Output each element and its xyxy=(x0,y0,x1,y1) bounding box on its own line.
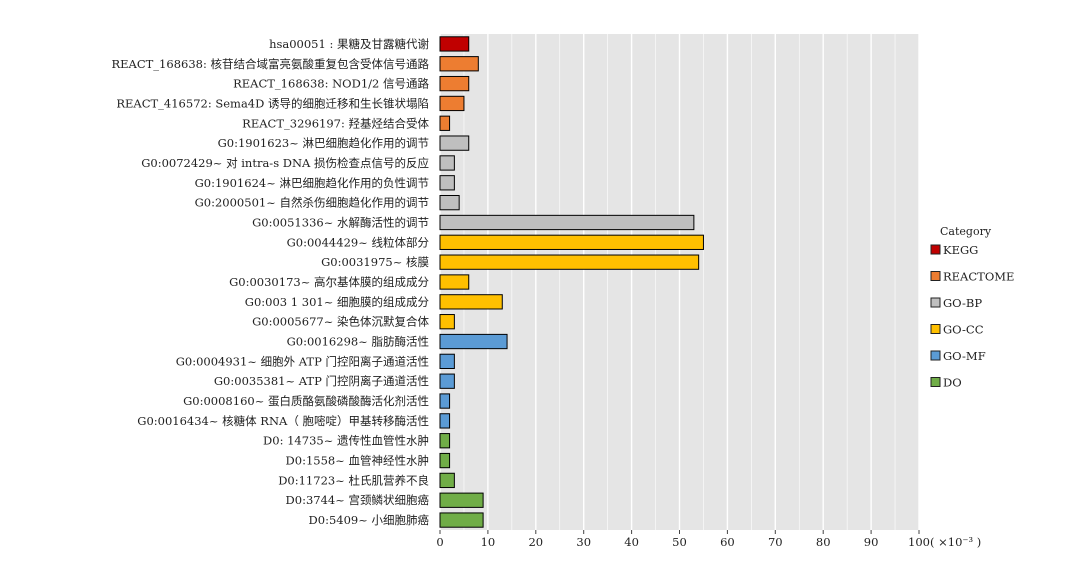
category-label: REACT_3296197: 羟基烃结合受体 xyxy=(242,116,429,130)
legend-swatch xyxy=(930,350,941,361)
category-label: G0:0030173~ 高尔基体膜的组成成分 xyxy=(229,275,429,289)
category-label: G0:0005677~ 染色体沉默复合体 xyxy=(252,315,429,329)
x-axis: 0 10 20 30 40 50 60 70 80 90 100 xyxy=(436,530,930,549)
category-label: G0:0031975~ 核膜 xyxy=(321,255,429,269)
bar xyxy=(439,413,451,429)
bar xyxy=(439,472,455,489)
category-label: D0:11723~ 杜氏肌营养不良 xyxy=(278,473,429,487)
bar xyxy=(439,135,470,151)
category-label: G0:0016434~ 核糖体 RNA（ 胞嘧啶）甲基转移酶活性 xyxy=(137,414,429,428)
category-labels: hsa00051 : 果糖及甘露糖代谢 REACT_168638: 核苷结合域富亮… xyxy=(111,37,429,527)
bar xyxy=(439,175,455,191)
bar xyxy=(439,492,484,508)
category-label: G0:0035381~ ATP 门控阴离子通道活性 xyxy=(214,374,429,388)
bar xyxy=(439,254,700,270)
bar xyxy=(439,56,479,72)
x-tick-label: 100 xyxy=(908,535,930,549)
x-tick-label: 20 xyxy=(528,535,543,549)
category-label: G0:0008160~ 蛋白质酪氨酸磷酸酶活化剂活性 xyxy=(183,394,429,408)
legend-label: DO xyxy=(943,376,962,390)
legend-swatch xyxy=(930,297,941,308)
legend-label: REACTOME xyxy=(943,270,1014,284)
category-label: D0: 14735~ 遗传性血管性水肿 xyxy=(263,434,429,448)
bar xyxy=(439,314,455,330)
category-label: D0:3744~ 宫颈鳞状细胞癌 xyxy=(286,493,430,507)
x-tick-label: 30 xyxy=(576,535,591,549)
category-label: REACT_416572: Sema4D 诱导的细胞迁移和生长锥状塌陷 xyxy=(116,96,429,110)
bar xyxy=(439,194,460,211)
bar xyxy=(439,452,451,469)
category-label: G0:1901623~ 淋巴细胞趋化作用的调节 xyxy=(218,136,429,150)
x-axis-unit-label: ( ×10⁻³ ) xyxy=(930,535,981,549)
legend-swatch xyxy=(930,271,941,281)
legend-label: KEGG xyxy=(943,243,978,257)
bar xyxy=(439,75,470,92)
x-tick-label: 80 xyxy=(816,535,831,549)
category-label: hsa00051 : 果糖及甘露糖代谢 xyxy=(269,37,429,51)
x-tick-label: 0 xyxy=(436,535,443,549)
bar xyxy=(439,393,451,409)
category-label: G0:0051336~ 水解酶活性的调节 xyxy=(252,215,429,229)
category-label: G0:0072429~ 对 intra-s DNA 损伤检查点信号的反应 xyxy=(141,156,429,170)
gridlines xyxy=(439,34,920,530)
x-tick-label: 50 xyxy=(672,535,687,549)
legend-swatch xyxy=(930,377,941,387)
x-tick-label: 40 xyxy=(624,535,639,549)
bar xyxy=(439,115,451,131)
bar xyxy=(439,433,451,449)
category-label: REACT_168638: NOD1/2 信号通路 xyxy=(233,77,429,91)
bars xyxy=(439,36,704,528)
legend-label: GO-CC xyxy=(943,323,984,337)
bar xyxy=(439,36,470,52)
category-label: G0:1901624~ 淋巴细胞趋化作用的负性调节 xyxy=(195,176,429,190)
legend-label: GO-MF xyxy=(943,349,986,363)
category-label: G0:0044429~ 线粒体部分 xyxy=(287,235,430,249)
bar xyxy=(439,234,704,250)
bar xyxy=(439,214,695,231)
category-label: G0:003 1 301~ 细胞膜的组成成分 xyxy=(245,295,430,309)
x-tick-label: 60 xyxy=(720,535,735,549)
bar xyxy=(439,373,455,389)
category-label: G0:2000501~ 自然杀伤细胞趋化作用的调节 xyxy=(195,196,429,210)
legend-swatch xyxy=(930,244,941,255)
legend-title: Category xyxy=(940,225,992,238)
legend: Category KEGG REACTOME GO-BP GO-CC GO-MF DO xyxy=(930,225,1014,390)
bar xyxy=(439,274,470,290)
x-tick-label: 10 xyxy=(481,535,496,549)
category-label: G0:0004931~ 细胞外 ATP 门控阳离子通道活性 xyxy=(176,354,429,368)
x-tick-label: 70 xyxy=(768,535,783,549)
bar xyxy=(439,512,484,528)
bar xyxy=(439,155,455,171)
category-label: REACT_168638: 核苷结合域富亮氨酸重复包含受体信号通路 xyxy=(111,57,429,71)
category-label: D0:1558~ 血管神经性水肿 xyxy=(286,454,429,468)
bar xyxy=(439,294,503,310)
x-tick-label: 90 xyxy=(864,535,879,549)
legend-label: GO-BP xyxy=(943,296,982,310)
category-label: G0:0016298~ 脂肪酶活性 xyxy=(287,335,429,349)
category-label: D0:5409~ 小细胞肺癌 xyxy=(309,513,430,527)
bar xyxy=(439,333,508,350)
bar xyxy=(439,95,465,112)
bar xyxy=(439,353,455,370)
legend-swatch xyxy=(930,324,941,334)
